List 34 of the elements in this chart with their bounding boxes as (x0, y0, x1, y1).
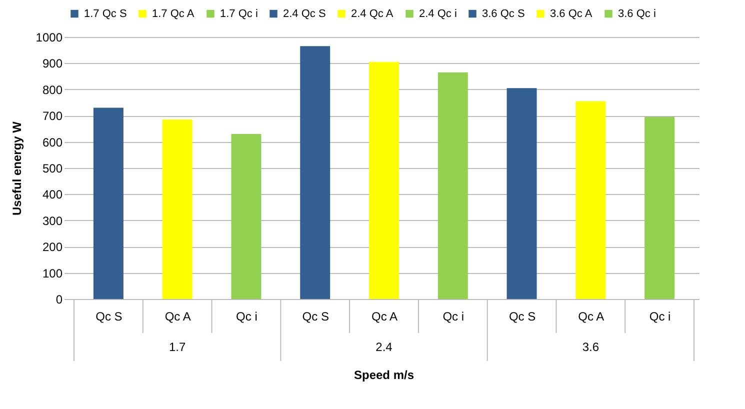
y-tick-label: 700 (42, 109, 63, 124)
text: 3.6 (582, 340, 600, 354)
x-tick-label: Qc i (236, 310, 258, 324)
x-tick-label: Qc S (96, 310, 122, 324)
y-tick-label: 0 (56, 292, 63, 306)
legend-label: 1.7 Qc A (152, 8, 195, 20)
y-tick-label: 400 (42, 188, 63, 202)
x-tick-label: Qc S (508, 310, 536, 324)
legend-label: 3.6 Qc i (618, 8, 656, 20)
x-tick-label: Qc i (442, 310, 464, 324)
y-tick-label: 200 (42, 240, 63, 254)
legend-label: 3.6 Qc A (550, 8, 593, 20)
x-tick-label: Qc i (649, 310, 671, 324)
y-tick-label: 300 (42, 214, 63, 228)
legend-label: 3.6 Qc S (482, 8, 525, 20)
y-axis-title: Useful energy W (10, 120, 24, 216)
text: 1.7 (168, 340, 186, 354)
legend-label: 2.4 Qc i (419, 8, 457, 20)
legend-label: 2.4 Qc A (351, 8, 394, 20)
legend-label: 1.7 Qc i (220, 8, 258, 20)
x-tick-label: Qc A (371, 310, 398, 324)
y-tick-label: 100 (42, 266, 63, 280)
x-axis-title: Speed m/s (354, 368, 414, 382)
y-tick-label: 800 (42, 82, 63, 97)
x-tick-label: Qc A (578, 310, 604, 324)
x-tick-label: Qc A (164, 310, 191, 324)
y-tick-label: 1000 (36, 30, 63, 44)
text: 2.4 (376, 340, 393, 354)
legend-label: 2.4 Qc S (283, 8, 326, 20)
legend-label: 1.7 Qc S (84, 8, 127, 20)
y-tick-label: 900 (42, 56, 63, 71)
y-tick-label: 600 (42, 135, 63, 150)
y-tick-label: 500 (42, 162, 63, 176)
x-tick-label: Qc S (302, 310, 329, 324)
